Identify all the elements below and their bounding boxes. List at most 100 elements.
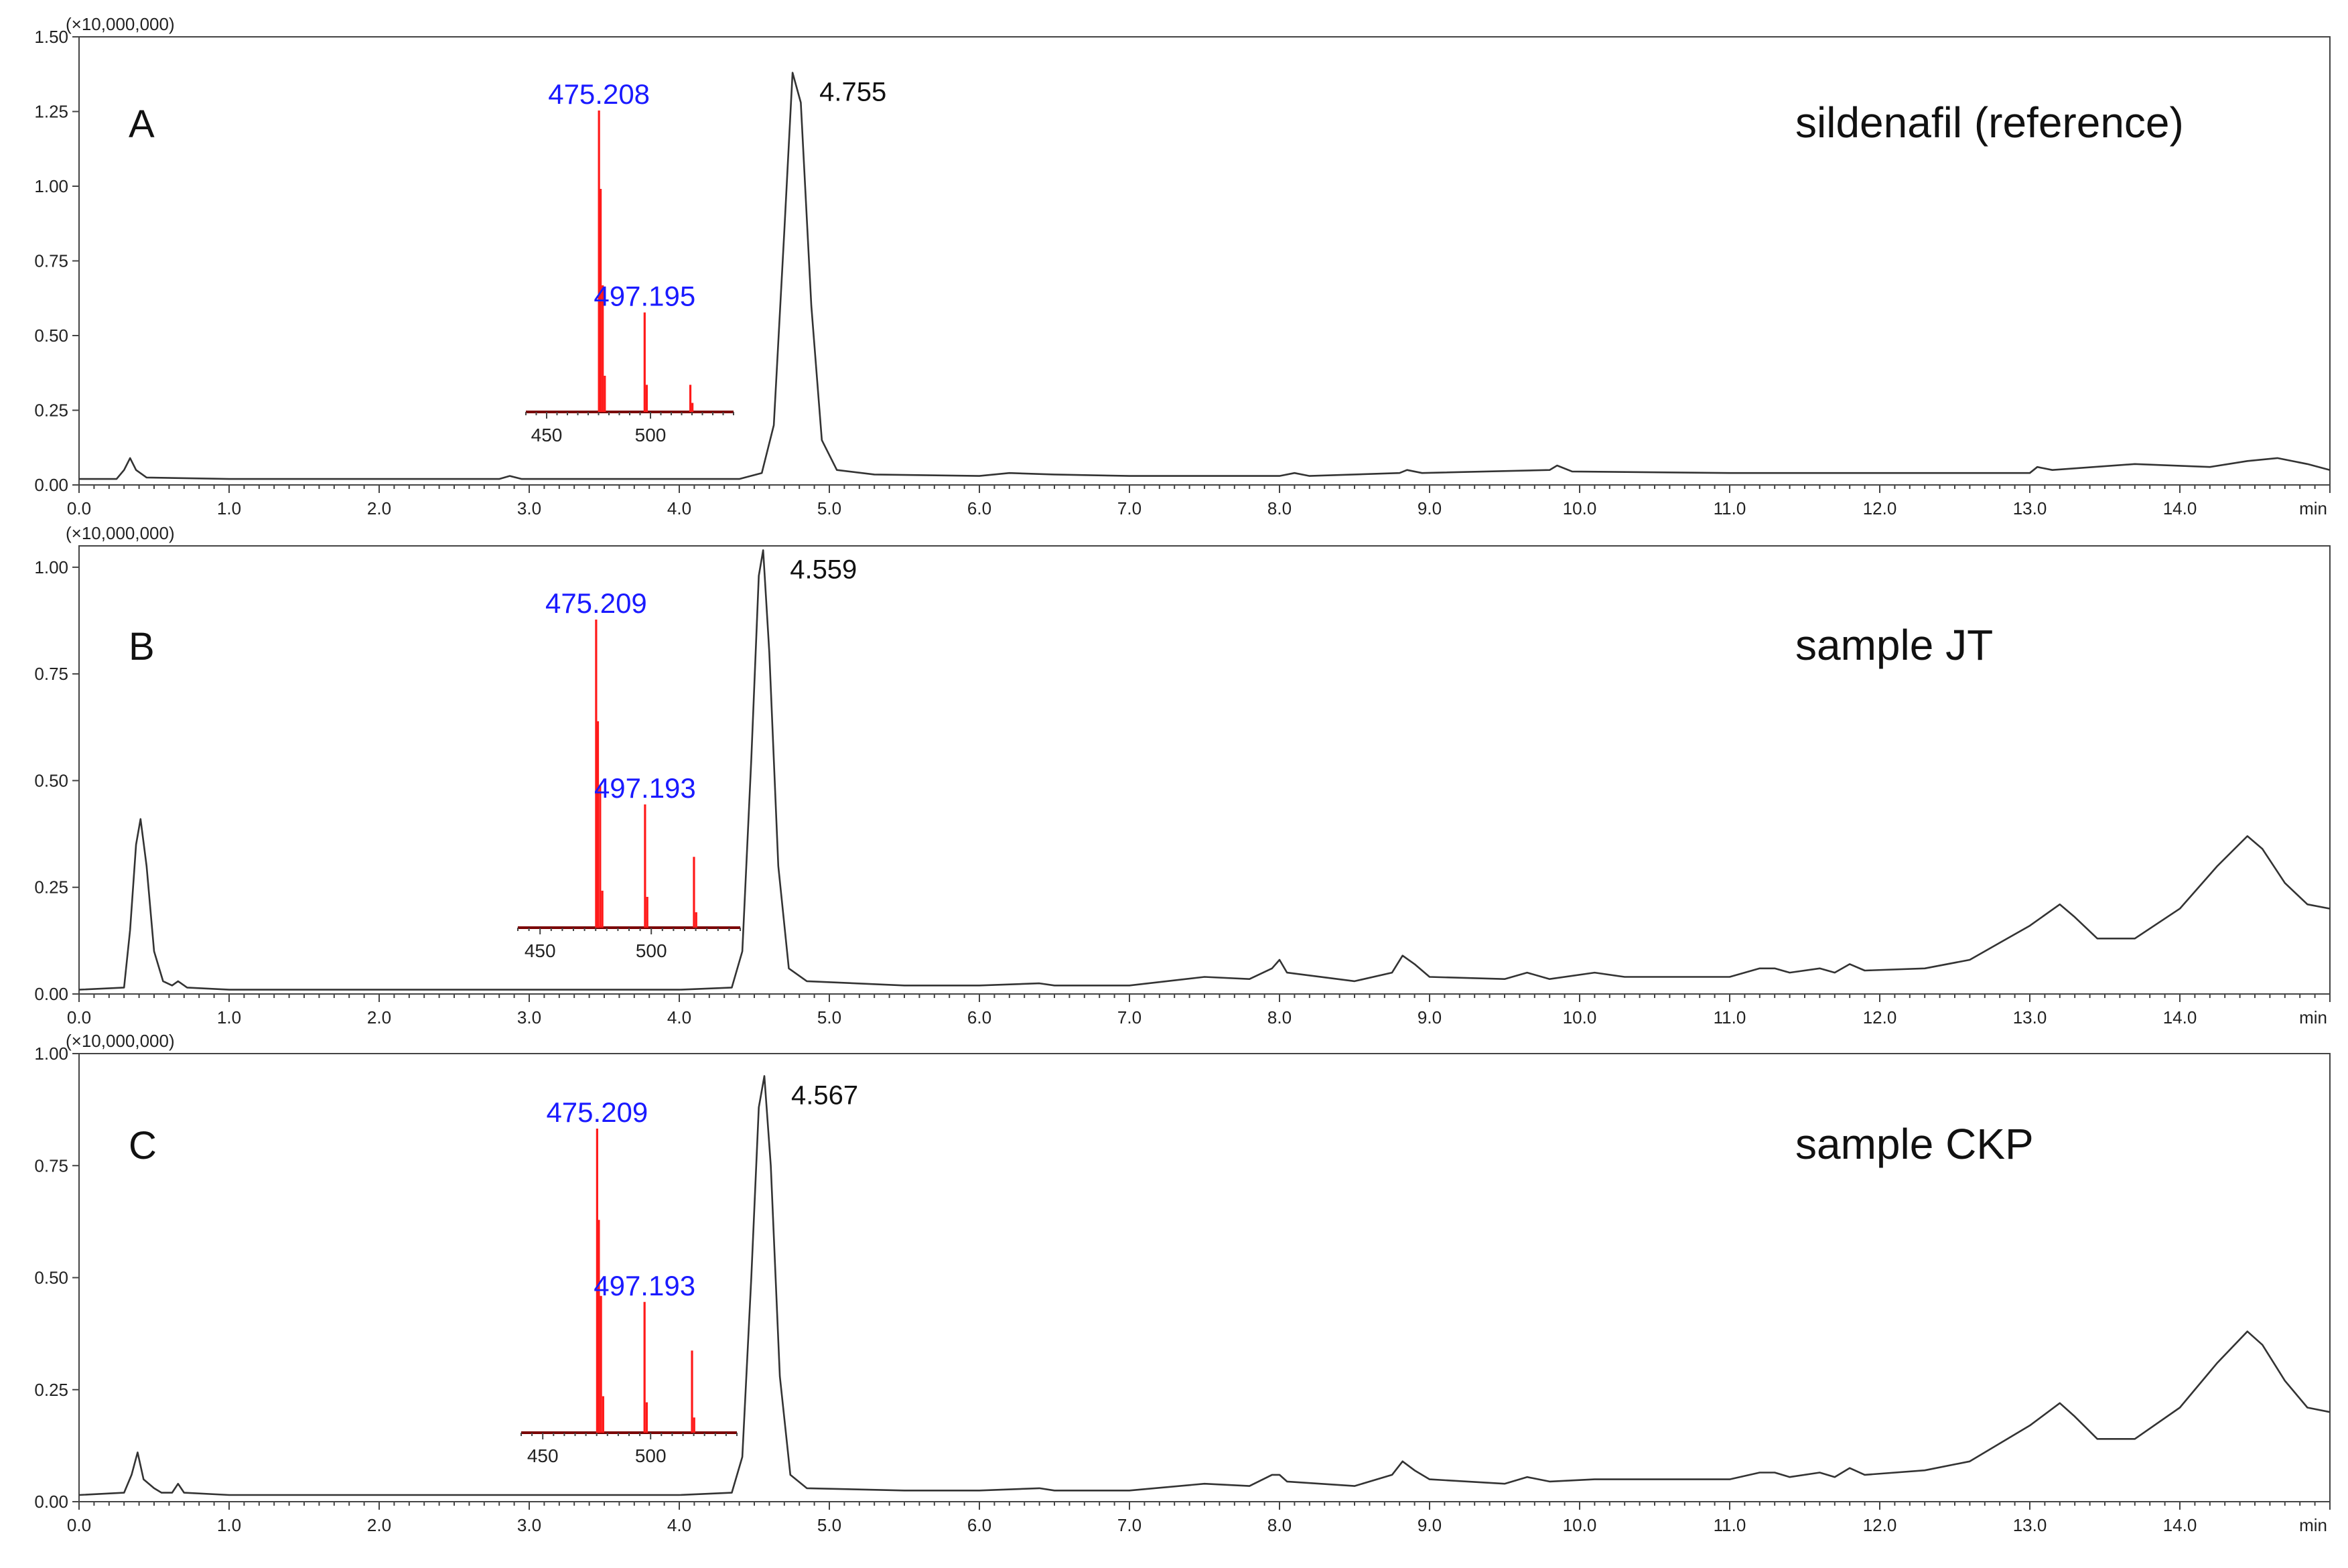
- ms-inset-tick-label: 500: [636, 940, 667, 961]
- panel-title: sildenafil (reference): [1795, 98, 2184, 147]
- plot-frame: [78, 545, 2331, 995]
- y-multiplier-label: (×10,000,000): [66, 1031, 175, 1051]
- x-tick-label: 3.0: [517, 498, 541, 518]
- x-tick-label: 9.0: [1418, 1007, 1442, 1027]
- x-tick-label: 12.0: [1863, 1515, 1897, 1535]
- ms-inset-tick-label: 450: [531, 425, 563, 445]
- x-tick-label: 5.0: [817, 1007, 841, 1027]
- x-tick-label: 9.0: [1418, 498, 1442, 518]
- panel-c: (×10,000,000) 0.00 0.25 0.50 0.75 1.00 0.0 1.0 2…: [34, 1031, 2331, 1535]
- y-tick-label: 1.50: [34, 27, 68, 47]
- panel-title: sample CKP: [1795, 1120, 2034, 1168]
- x-axis-unit-label: min: [2299, 1007, 2327, 1027]
- y-multiplier-label: (×10,000,000): [66, 14, 175, 34]
- x-tick-label: 14.0: [2163, 1515, 2197, 1535]
- ms-peak-label: 475.209: [545, 587, 647, 619]
- ms-inset-tick-label: 450: [527, 1445, 559, 1466]
- x-tick-label: 12.0: [1863, 1007, 1897, 1027]
- chromatogram-line: [78, 1075, 2331, 1496]
- y-multiplier-label: (×10,000,000): [66, 523, 175, 543]
- ms-inset-tick-label: 500: [635, 425, 667, 445]
- x-tick-label: 5.0: [817, 1515, 841, 1535]
- x-tick-label: 4.0: [667, 1007, 691, 1027]
- y-tick-label: 0.00: [34, 1492, 68, 1512]
- x-tick-label: 8.0: [1267, 1007, 1292, 1027]
- x-tick-label: 1.0: [217, 1007, 241, 1027]
- y-tick-label: 0.00: [34, 984, 68, 1004]
- y-tick-label: 0.75: [34, 1155, 68, 1175]
- ms-inset: 450 500 475.208 497.195: [525, 78, 734, 445]
- peak-retention-label: 4.567: [791, 1080, 858, 1110]
- panel-title: sample JT: [1795, 621, 1993, 669]
- x-tick-label: 8.0: [1267, 498, 1292, 518]
- panel-letter: C: [129, 1124, 157, 1167]
- x-axis-unit-label: min: [2299, 498, 2327, 518]
- x-tick-label: 0.0: [67, 1515, 91, 1535]
- x-tick-label: 7.0: [1117, 1007, 1142, 1027]
- x-tick-label: 14.0: [2163, 1007, 2197, 1027]
- x-tick-label: 10.0: [1563, 498, 1597, 518]
- panel-b: (×10,000,000) 0.00 0.25 0.50 0.75 1.00 0.0 1.0 2…: [34, 523, 2331, 1027]
- x-tick-label: 0.0: [67, 498, 91, 518]
- x-tick-label: 1.0: [217, 498, 241, 518]
- ms-peak-label: 497.193: [594, 1270, 695, 1301]
- x-tick-label: 4.0: [667, 498, 691, 518]
- x-tick-label: 6.0: [967, 1515, 991, 1535]
- x-tick-label: 11.0: [1714, 1007, 1746, 1027]
- x-tick-label: 1.0: [217, 1515, 241, 1535]
- x-tick-label: 10.0: [1563, 1007, 1597, 1027]
- y-tick-label: 0.25: [34, 401, 68, 421]
- x-tick-label: 9.0: [1418, 1515, 1442, 1535]
- y-tick-label: 1.00: [34, 1044, 68, 1064]
- panel-letter: A: [129, 102, 155, 146]
- y-tick-label: 0.25: [34, 877, 68, 898]
- x-tick-label: 3.0: [517, 1007, 541, 1027]
- x-tick-label: 6.0: [967, 1007, 991, 1027]
- ms-peak-label: 497.193: [594, 772, 696, 804]
- ms-peak-label: 497.195: [594, 281, 695, 312]
- ms-inset-tick-label: 450: [525, 940, 556, 961]
- peak-retention-label: 4.755: [819, 78, 886, 107]
- x-tick-label: 2.0: [367, 498, 391, 518]
- x-tick-label: 8.0: [1267, 1515, 1292, 1535]
- peak-retention-label: 4.559: [790, 555, 857, 584]
- x-tick-label: 2.0: [367, 1515, 391, 1535]
- y-tick-label: 1.00: [34, 176, 68, 196]
- ms-inset: 450 500 475.209 497.193: [517, 587, 741, 961]
- x-tick-label: 4.0: [667, 1515, 691, 1535]
- x-tick-label: 11.0: [1714, 1515, 1746, 1535]
- x-tick-label: 11.0: [1714, 498, 1746, 518]
- x-tick-label: 10.0: [1563, 1515, 1597, 1535]
- x-tick-label: 0.0: [67, 1007, 91, 1027]
- x-tick-label: 12.0: [1863, 498, 1897, 518]
- y-tick-label: 0.50: [34, 1268, 68, 1288]
- panel-a: (×10,000,000) 0.00 0.25 0.50 0.75 1.00 1.25 1.5…: [34, 14, 2331, 518]
- panel-letter: B: [129, 625, 155, 668]
- x-tick-label: 13.0: [2013, 1007, 2047, 1027]
- y-tick-label: 0.50: [34, 770, 68, 790]
- ms-peak-label: 475.208: [548, 78, 650, 110]
- x-tick-label: 13.0: [2013, 1515, 2047, 1535]
- y-tick-label: 1.25: [34, 102, 68, 122]
- y-tick-label: 0.00: [34, 475, 68, 495]
- chromatogram-line: [78, 549, 2331, 991]
- x-tick-label: 14.0: [2163, 498, 2197, 518]
- ms-inset-tick-label: 500: [635, 1445, 667, 1466]
- x-tick-label: 3.0: [517, 1515, 541, 1535]
- x-tick-label: 2.0: [367, 1007, 391, 1027]
- y-tick-label: 0.75: [34, 251, 68, 271]
- x-tick-label: 6.0: [967, 498, 991, 518]
- x-axis-unit-label: min: [2299, 1515, 2327, 1535]
- chromatogram-line: [79, 72, 2331, 480]
- x-tick-label: 13.0: [2013, 498, 2047, 518]
- x-tick-label: 7.0: [1117, 1515, 1142, 1535]
- x-tick-label: 5.0: [817, 498, 841, 518]
- y-tick-label: 1.00: [34, 557, 68, 577]
- x-tick-label: 7.0: [1117, 498, 1142, 518]
- y-tick-label: 0.25: [34, 1380, 68, 1400]
- y-tick-label: 0.75: [34, 664, 68, 684]
- y-tick-label: 0.50: [34, 326, 68, 346]
- ms-peak-label: 475.209: [546, 1096, 648, 1128]
- ms-inset: 450 500 475.209 497.193: [521, 1096, 738, 1466]
